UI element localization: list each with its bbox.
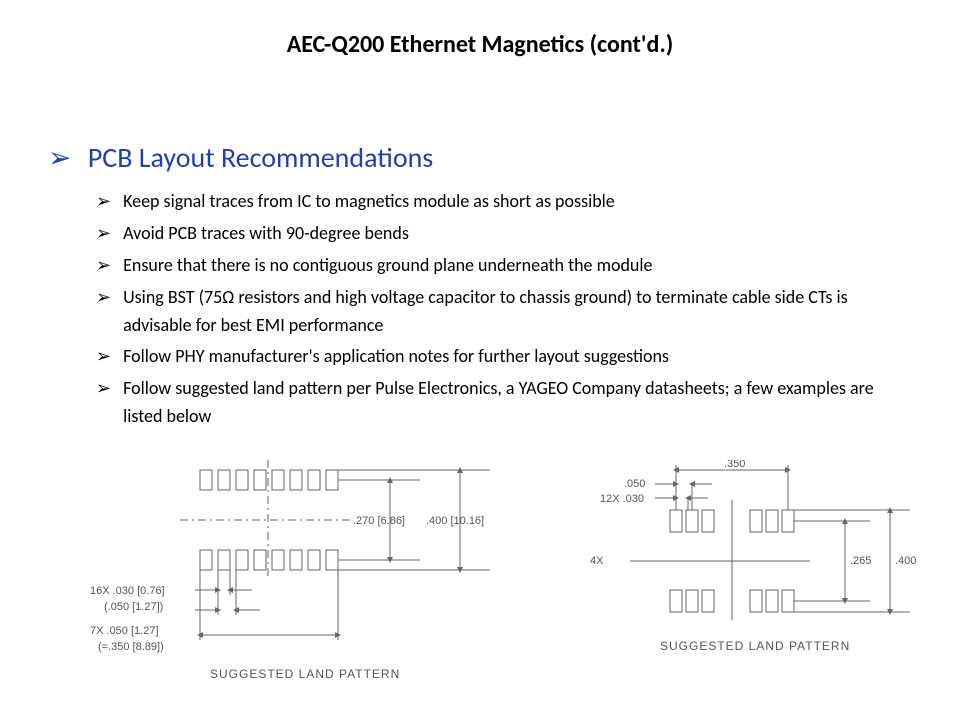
list-item-text: Avoid PCB traces with 90-degree bends xyxy=(123,220,900,248)
land-pattern-diagrams: .270 [6.86] .400 [10.16] 16X .030 [0.76]… xyxy=(60,460,920,690)
list-item-text: Ensure that there is no contiguous groun… xyxy=(123,252,900,280)
bullet-arrow-icon: ➢ xyxy=(96,375,111,431)
dim-label: .050 xyxy=(624,478,645,490)
list-item: ➢ Follow suggested land pattern per Puls… xyxy=(96,375,900,431)
bullet-arrow-icon: ➢ xyxy=(96,343,111,371)
diagram-caption: SUGGESTED LAND PATTERN xyxy=(660,639,850,653)
dim-label: 4X xyxy=(590,555,604,567)
list-item-text: Follow suggested land pattern per Pulse … xyxy=(123,375,900,431)
list-item-text: Keep signal traces from IC to magnetics … xyxy=(123,188,900,216)
list-item: ➢ Keep signal traces from IC to magnetic… xyxy=(96,188,900,216)
bullet-arrow-icon: ➢ xyxy=(48,140,71,175)
dim-label: .350 xyxy=(724,460,745,470)
dim-label: 12X .030 xyxy=(600,493,644,505)
list-item-text: Using BST (75Ω resistors and high voltag… xyxy=(123,284,900,340)
diagram-left: .270 [6.86] .400 [10.16] 16X .030 [0.76]… xyxy=(90,460,490,681)
dim-label: .265 xyxy=(850,555,871,567)
dim-label: .400 xyxy=(895,555,916,567)
diagram-right: .350 .050 12X .030 .265 .400 4X SUGGESTE… xyxy=(590,460,916,653)
pad-group xyxy=(750,510,794,532)
slide: AEC-Q200 Ethernet Magnetics (cont'd.) ➢ … xyxy=(0,0,960,720)
page-title: AEC-Q200 Ethernet Magnetics (cont'd.) xyxy=(0,30,960,59)
pad-group xyxy=(750,590,794,612)
dim-label: (=.350 [8.89]) xyxy=(98,641,164,653)
diagram-caption: SUGGESTED LAND PATTERN xyxy=(210,667,400,681)
list-item: ➢ Ensure that there is no contiguous gro… xyxy=(96,252,900,280)
pad-row-top xyxy=(200,470,338,490)
list-item: ➢ Follow PHY manufacturer's application … xyxy=(96,343,900,371)
bullet-arrow-icon: ➢ xyxy=(96,252,111,280)
section-heading: ➢ PCB Layout Recommendations xyxy=(48,140,433,175)
pad-row-bottom xyxy=(200,550,338,570)
dim-label: .270 [6.86] xyxy=(353,515,405,527)
pad-group xyxy=(670,590,714,612)
bullet-arrow-icon: ➢ xyxy=(96,188,111,216)
land-pattern-svg: .270 [6.86] .400 [10.16] 16X .030 [0.76]… xyxy=(60,460,920,690)
bullet-list: ➢ Keep signal traces from IC to magnetic… xyxy=(96,188,900,435)
bullet-arrow-icon: ➢ xyxy=(96,220,111,248)
dim-label: (.050 [1.27]) xyxy=(104,601,163,613)
dim-label: .400 [10.16] xyxy=(426,515,484,527)
bullet-arrow-icon: ➢ xyxy=(96,284,111,340)
list-item: ➢ Avoid PCB traces with 90-degree bends xyxy=(96,220,900,248)
list-item-text: Follow PHY manufacturer's application no… xyxy=(123,343,900,371)
dim-label: 7X .050 [1.27] xyxy=(90,625,159,637)
list-item: ➢ Using BST (75Ω resistors and high volt… xyxy=(96,284,900,340)
dim-label: 16X .030 [0.76] xyxy=(90,585,165,597)
section-heading-text: PCB Layout Recommendations xyxy=(88,140,433,175)
pad-group xyxy=(670,510,714,532)
